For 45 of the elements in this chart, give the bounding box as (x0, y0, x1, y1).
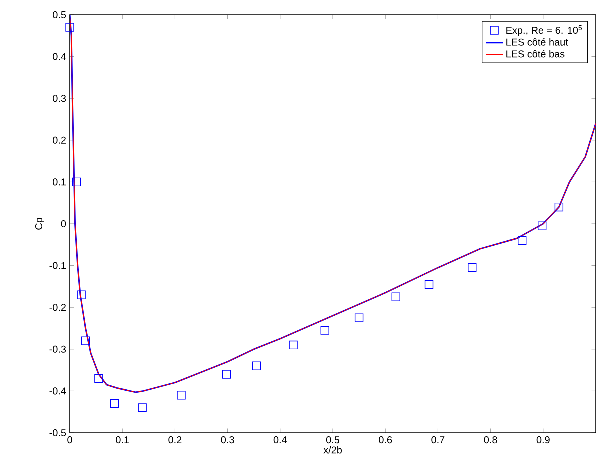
point (72, 178, 82, 187)
point (554, 202, 564, 212)
x-tick-label: 0 (68, 436, 72, 444)
point (320, 326, 330, 335)
y-tick-label: 0.1 (53, 178, 66, 186)
y-tick-label: 0.4 (53, 53, 66, 60)
point (77, 290, 86, 300)
point (252, 362, 262, 370)
point (468, 264, 477, 272)
point (538, 222, 547, 230)
x-tick-label: 0.9 (536, 436, 550, 444)
x-tick-label: 0.7 (432, 436, 445, 444)
point (138, 404, 147, 412)
y-tick-label: 0 (61, 220, 66, 228)
y-tick-label: 0.2 (53, 136, 66, 144)
point (289, 340, 298, 350)
y-tick-label: -0.4 (50, 388, 66, 395)
y-tick-label: -0.5 (50, 429, 66, 437)
point (81, 336, 90, 346)
y-tick-label: -0.3 (50, 346, 66, 353)
point (354, 314, 364, 322)
point (518, 236, 527, 246)
point (424, 280, 434, 289)
y-axis-title: Cp (35, 218, 44, 230)
x-tick-label: 0.3 (221, 436, 234, 444)
x-tick-label: 0.8 (484, 436, 498, 444)
point (94, 374, 104, 383)
y-tick-label: -0.2 (50, 304, 66, 312)
x-tick-label: 0.4 (274, 436, 288, 444)
point (177, 391, 186, 400)
legend-label: LES côté haut (506, 38, 568, 46)
point (392, 292, 400, 302)
legend-label: Exp., Re = 6. 10$^{5}$ (506, 26, 582, 36)
x-tick-label: 0.2 (168, 436, 182, 444)
x-tick-label: 0.6 (379, 436, 392, 444)
x-tick-label: 0.1 (116, 436, 130, 444)
y-tick-label: -0.1 (50, 262, 66, 270)
point (222, 370, 232, 379)
legend-label: LES côté bas (506, 50, 565, 58)
y-tick-label: 0.3 (53, 95, 66, 102)
point (110, 399, 120, 408)
x-axis-title: x/2b (324, 446, 342, 454)
y-tick-label: 0.5 (53, 11, 66, 19)
x-tick-label: 0.5 (326, 436, 340, 444)
point (66, 23, 74, 32)
